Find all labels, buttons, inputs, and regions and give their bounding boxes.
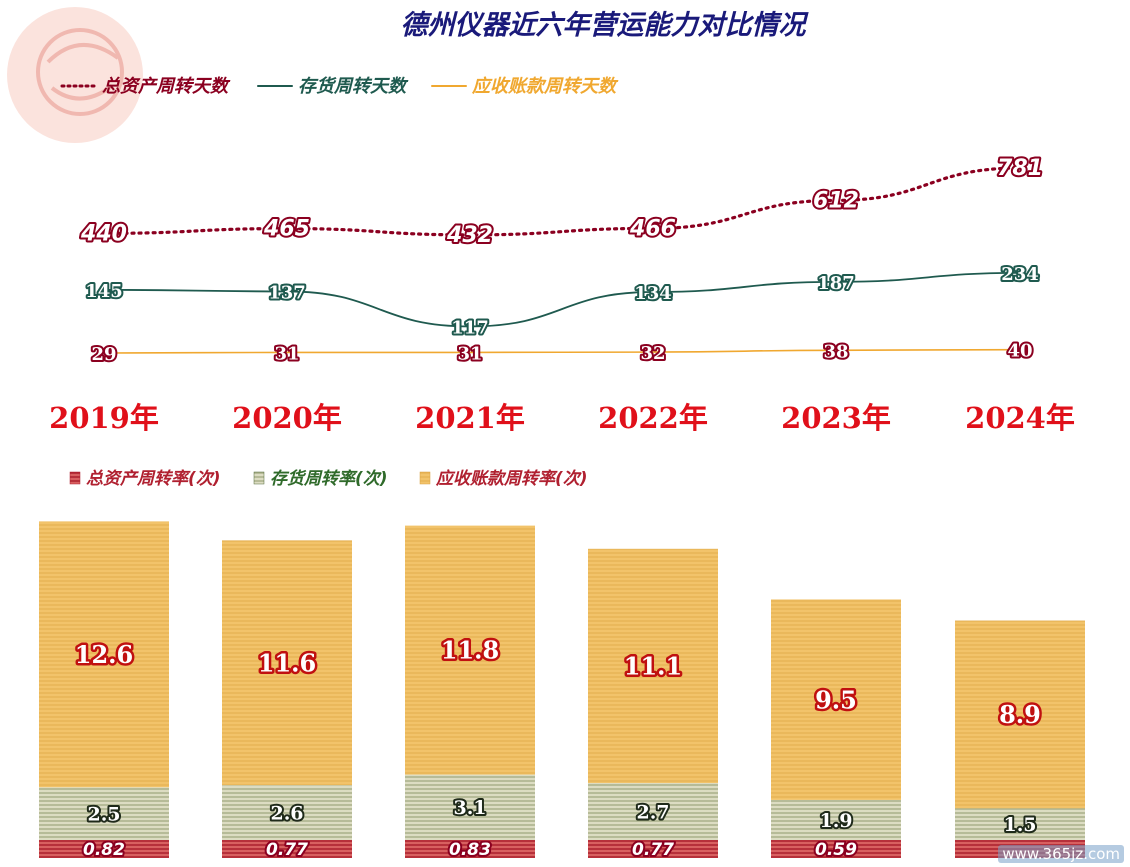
bar-value-label-1-5: 1.5	[1003, 814, 1036, 836]
bar-legend-swatch-1	[253, 471, 265, 485]
bar-value-label-0-0: 0.82	[83, 840, 125, 860]
series-line-2	[103, 348, 1021, 354]
legend-label-2: 应收账款周转天数	[471, 76, 619, 97]
line-value-label-2-5: 40	[1007, 341, 1032, 362]
bar-segment-2-2	[405, 525, 535, 775]
chart-title: 德州仪器近六年营运能力对比情况	[401, 10, 810, 41]
year-label-2: 2021年	[415, 401, 525, 435]
bar-chart: 0.82 2.5 12.6 0.77 2.6 11.6 0.83 3.1 11.8 0.77 2.7…	[39, 521, 1085, 862]
line-value-label-0-2: 432	[446, 223, 493, 248]
watermark: www.365jz.com	[998, 845, 1124, 863]
line-value-label-1-5: 234	[1001, 264, 1039, 285]
bar-segment-2-0	[39, 521, 169, 788]
bar-segment-0-3	[588, 840, 718, 858]
bar-legend-swatch-0	[69, 471, 81, 485]
bar-segment-1-1	[222, 785, 352, 840]
line-value-label-2-0: 29	[91, 344, 116, 365]
bar-value-label-2-1: 11.6	[258, 648, 316, 677]
bar-legend-label-0: 总资产周转率(次)	[86, 469, 221, 489]
bar-segment-2-5	[955, 620, 1085, 809]
bar-segment-2-1	[222, 540, 352, 786]
line-value-label-0-0: 440	[80, 221, 127, 246]
bar-value-label-1-2: 3.1	[453, 797, 486, 819]
line-chart: 440 465 432 466 612 781 145 137 117 134 187 234 29 31…	[78, 154, 1045, 367]
line-value-label-1-3: 134	[634, 283, 672, 304]
bar-chart-legend: 总资产周转率(次) 存货周转率(次) 应收账款周转率(次)	[69, 469, 588, 489]
bar-segment-2-3	[588, 548, 718, 784]
line-value-label-1-1: 137	[268, 282, 306, 303]
bar-segment-0-4	[771, 840, 901, 858]
year-label-5: 2024年	[965, 401, 1075, 435]
line-value-label-1-4: 187	[817, 273, 855, 294]
line-value-label-1-0: 145	[85, 281, 123, 302]
bar-value-label-1-4: 1.9	[819, 810, 852, 832]
bar-segment-1-5	[955, 808, 1085, 840]
bar-value-label-2-5: 8.9	[999, 700, 1041, 729]
bar-value-label-0-1: 0.77	[266, 840, 308, 860]
bar-legend-label-1: 存货周转率(次)	[270, 469, 388, 489]
line-value-label-0-5: 781	[997, 156, 1043, 181]
bar-value-label-1-0: 2.5	[87, 803, 120, 825]
line-value-label-2-1: 31	[274, 343, 299, 364]
line-chart-legend: 总资产周转天数 存货周转天数 应收账款周转天数	[60, 76, 619, 97]
series-line-0	[102, 166, 1022, 237]
legend-label-1: 存货周转天数	[298, 76, 409, 97]
line-value-label-0-4: 612	[813, 188, 859, 213]
year-axis-labels: 2019年 2020年 2021年 2022年 2023年 2024年	[49, 401, 1075, 435]
series-line-1	[103, 271, 1021, 328]
bar-segment-1-2	[405, 774, 535, 840]
bar-segment-0-0	[39, 840, 169, 858]
year-label-4: 2023年	[781, 401, 891, 435]
line-value-label-0-1: 465	[263, 217, 310, 242]
bar-value-label-2-2: 11.8	[441, 636, 499, 665]
line-value-label-2-3: 32	[640, 343, 665, 364]
bar-segment-2-4	[771, 599, 901, 800]
line-value-label-2-4: 38	[823, 341, 848, 362]
bar-value-label-1-3: 2.7	[636, 801, 669, 823]
bar-value-label-2-0: 12.6	[75, 640, 133, 669]
bar-segment-1-3	[588, 783, 718, 840]
line-value-label-1-2: 117	[451, 317, 489, 338]
bar-value-label-0-4: 0.59	[815, 840, 857, 860]
line-value-label-0-3: 466	[629, 216, 676, 241]
bar-segment-0-2	[405, 840, 535, 858]
bar-value-label-2-3: 11.1	[624, 652, 682, 681]
year-label-1: 2020年	[232, 401, 342, 435]
year-label-0: 2019年	[49, 401, 159, 435]
bar-legend-label-2: 应收账款周转率(次)	[435, 469, 588, 489]
bar-value-label-1-1: 2.6	[270, 802, 303, 824]
line-value-label-2-2: 31	[457, 343, 482, 364]
legend-label-0: 总资产周转天数	[102, 76, 231, 97]
bar-value-label-0-3: 0.77	[632, 840, 674, 860]
seal-logo-icon	[7, 7, 143, 143]
bar-value-label-0-2: 0.83	[449, 840, 491, 860]
bar-segment-0-1	[222, 840, 352, 858]
bar-segment-1-4	[771, 799, 901, 840]
year-label-3: 2022年	[598, 401, 708, 435]
bar-segment-1-0	[39, 787, 169, 840]
bar-legend-swatch-2	[419, 471, 431, 485]
bar-value-label-2-4: 9.5	[815, 685, 857, 714]
